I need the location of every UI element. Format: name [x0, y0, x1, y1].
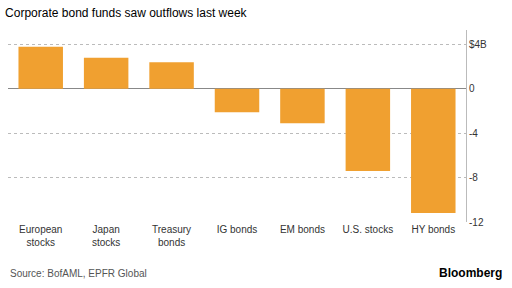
- svg-text:$4B: $4B: [469, 39, 487, 50]
- svg-text:U.S. stocks: U.S. stocks: [343, 224, 394, 235]
- svg-text:Treasurybonds: Treasurybonds: [152, 224, 191, 248]
- svg-text:Source: BofAML, EPFR Global: Source: BofAML, EPFR Global: [10, 268, 147, 279]
- svg-text:-8: -8: [469, 172, 478, 183]
- svg-text:-12: -12: [469, 217, 484, 228]
- svg-text:-4: -4: [469, 128, 478, 139]
- svg-text:Japanstocks: Japanstocks: [92, 224, 120, 248]
- svg-text:0: 0: [469, 83, 475, 94]
- svg-text:Bloomberg: Bloomberg: [439, 266, 502, 280]
- svg-text:EM bonds: EM bonds: [280, 224, 325, 235]
- svg-text:HY bonds: HY bonds: [411, 224, 455, 235]
- svg-text:Corporate bond funds saw outfl: Corporate bond funds saw outflows last w…: [5, 6, 247, 20]
- svg-text:IG bonds: IG bonds: [217, 224, 258, 235]
- svg-text:Europeanstocks: Europeanstocks: [19, 224, 62, 248]
